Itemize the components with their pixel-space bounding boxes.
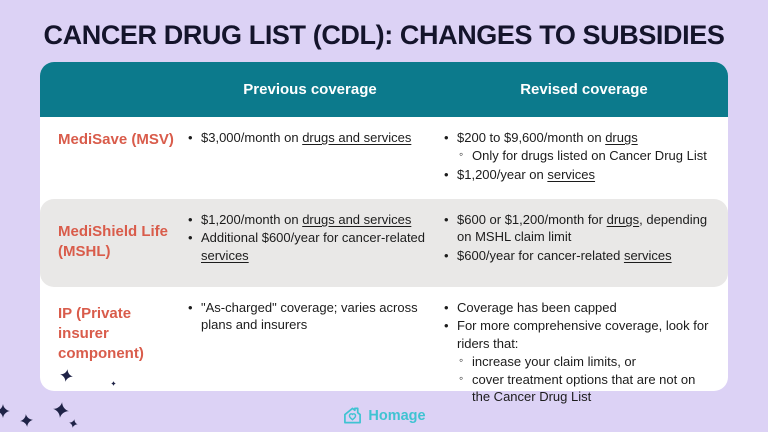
bullet-text: $200 to $9,600/month on drugs	[457, 130, 638, 145]
disc-bullet-marker: •	[188, 300, 193, 315]
bullet-text: $600/year for cancer-related services	[457, 247, 672, 263]
table-header-row: Previous coverage Revised coverage	[40, 62, 728, 117]
sub-bullet-item: ◦ Only for drugs listed on Cancer Drug Li…	[459, 147, 716, 164]
bullet-text: cover treatment options that are not on …	[472, 372, 696, 405]
sub-bullet-item: ◦ increase your claim limits, or	[459, 353, 716, 370]
medishield-revised-cell: • $600 or $1,200/month for drugs, dependi…	[440, 199, 728, 287]
bullet-item: • $1,200/month on drugs and services	[188, 211, 426, 228]
row-label-medishield: MediShield Life (MSHL)	[58, 223, 169, 260]
circle-bullet-marker: ◦	[459, 371, 464, 386]
row-label-ip: IP (Private insurer component)	[58, 305, 144, 362]
disc-bullet-marker: •	[444, 130, 449, 145]
bullet-text: $3,000/month on drugs and services	[201, 130, 412, 145]
page-title: CANCER DRUG LIST (CDL): CHANGES TO SUBSI…	[43, 20, 725, 50]
bullet-text: $600 or $1,200/month for drugs, dependin…	[457, 212, 708, 245]
ip-previous-cell: • "As-charged" coverage; varies across pl…	[180, 287, 440, 391]
table-row-medisave: MediSave (MSV) • $3,000/month on drugs an…	[40, 117, 728, 199]
sparkle-icon	[111, 381, 116, 386]
bullet-text: Additional $600/year for cancer-related …	[201, 230, 426, 263]
bullet-text: Only for drugs listed on Cancer Drug Lis…	[472, 148, 707, 164]
sub-bullet-item: ◦ cover treatment options that are not on…	[459, 371, 716, 406]
header-revised-coverage: Revised coverage	[520, 81, 648, 98]
disc-bullet-marker: •	[444, 318, 449, 334]
bullet-item: • For more comprehensive coverage, look f…	[444, 317, 716, 352]
bullet-text: $1,200/month on drugs and services	[201, 212, 412, 227]
bullet-text: increase your claim limits, or	[472, 353, 636, 369]
sparkle-icon	[0, 404, 10, 418]
medisave-revised-cell: • $200 to $9,600/month on drugs ◦ Only for …	[440, 117, 728, 199]
bullet-item: • "As-charged" coverage; varies across pl…	[188, 299, 426, 334]
brand-name: Homage	[368, 407, 426, 424]
disc-bullet-marker: •	[188, 230, 193, 246]
bullet-item: • $600 or $1,200/month for drugs, dependi…	[444, 211, 716, 246]
header-previous-coverage: Previous coverage	[243, 81, 377, 98]
bullet-text: For more comprehensive coverage, look fo…	[457, 318, 709, 351]
ip-revised-cell: • Coverage has been capped • For more compr…	[440, 287, 728, 404]
disc-bullet-marker: •	[444, 166, 449, 182]
disc-bullet-marker: •	[444, 300, 449, 315]
disc-bullet-marker: •	[444, 247, 449, 263]
bullet-text: Coverage has been capped	[457, 300, 617, 315]
sparkle-icon	[60, 369, 73, 382]
bullet-item: • Coverage has been capped	[444, 299, 716, 316]
circle-bullet-marker: ◦	[459, 352, 464, 367]
disc-bullet-marker: •	[444, 212, 449, 227]
bullet-item: • $200 to $9,600/month on drugs	[444, 129, 716, 146]
sparkle-icon	[69, 419, 78, 428]
row-label-medisave: MediSave (MSV)	[58, 131, 174, 148]
bullet-item: • Additional $600/year for cancer-related…	[188, 229, 426, 264]
sparkle-icon	[53, 402, 69, 418]
medishield-previous-cell: • $1,200/month on drugs and services • Addi…	[180, 199, 440, 287]
sparkle-icon	[20, 414, 33, 427]
table-row-medishield: MediShield Life (MSHL) • $1,200/month on …	[40, 199, 728, 287]
bullet-item: • $600/year for cancer-related services	[444, 247, 716, 264]
subsidies-comparison-table: Previous coverage Revised coverage MediS…	[40, 62, 728, 404]
circle-bullet-marker: ◦	[459, 147, 464, 162]
brand-footer: Homage	[0, 406, 768, 425]
bullet-text: $1,200/year on services	[457, 166, 596, 182]
bullet-item: • $1,200/year on services	[444, 166, 716, 183]
homage-house-heart-icon	[344, 407, 362, 424]
medisave-previous-cell: • $3,000/month on drugs and services	[180, 117, 440, 199]
disc-bullet-marker: •	[188, 212, 193, 227]
table-row-ip: IP (Private insurer component) • "As-char…	[40, 287, 728, 404]
disc-bullet-marker: •	[188, 130, 193, 145]
bullet-text: "As-charged" coverage; varies across pla…	[201, 300, 418, 333]
bullet-item: • $3,000/month on drugs and services	[188, 129, 426, 146]
